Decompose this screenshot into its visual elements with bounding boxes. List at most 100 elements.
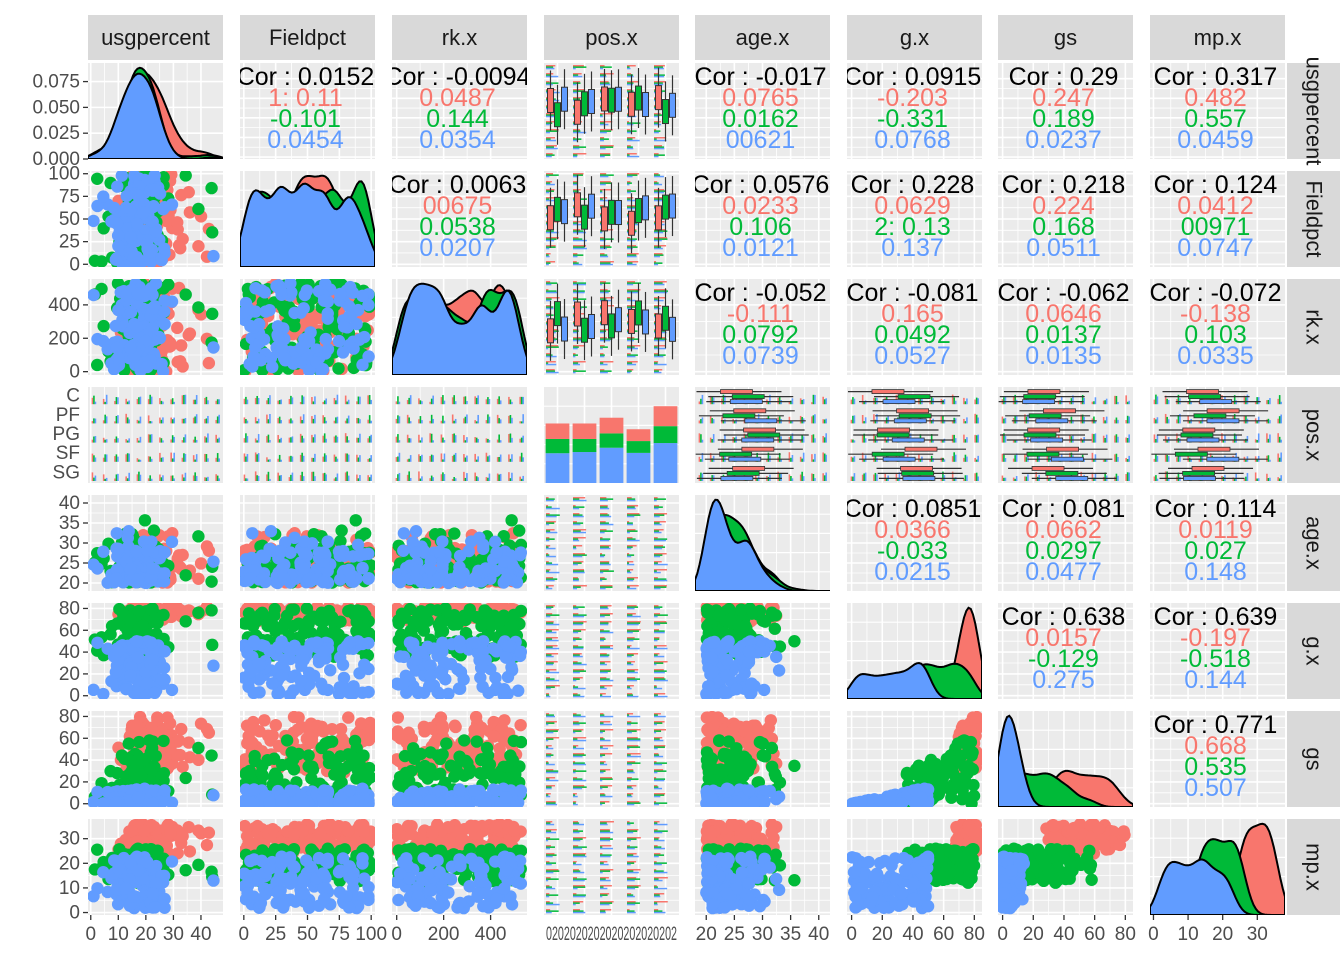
panel-age-x-fieldpct	[240, 495, 375, 591]
histogram-bar	[573, 297, 578, 299]
histogram-bar	[149, 434, 151, 443]
histogram-bar	[654, 514, 665, 516]
histogram-bar	[215, 474, 217, 481]
histogram-bar	[852, 439, 854, 443]
histogram-bar	[546, 514, 560, 516]
histogram-bar	[546, 307, 554, 310]
histogram-bar	[885, 439, 888, 443]
bar-segment	[653, 406, 678, 427]
histogram-bar	[627, 182, 632, 184]
boxplot-box	[1191, 465, 1225, 471]
histogram-bar	[573, 190, 579, 192]
histogram-bar	[1156, 396, 1159, 405]
histogram-bar	[573, 281, 577, 283]
histogram-bar	[573, 67, 576, 70]
histogram-bar	[977, 417, 979, 424]
histogram-bar	[654, 174, 661, 176]
histogram-bar	[627, 137, 636, 139]
histogram-bar	[1254, 439, 1257, 443]
histogram-bar	[712, 434, 715, 443]
histogram-bar	[654, 547, 663, 550]
histogram-bar	[356, 401, 358, 405]
histogram-bar	[499, 440, 502, 443]
group-correlation-label: 0.168	[1032, 213, 1095, 241]
histogram-bar	[546, 199, 560, 202]
histogram-bar	[654, 497, 658, 499]
boxplot-box	[628, 210, 635, 236]
histogram-bar	[654, 515, 660, 518]
histogram-bar	[600, 191, 603, 194]
histogram-bar	[895, 473, 898, 481]
histogram-bar	[256, 440, 258, 443]
histogram-bar	[162, 475, 164, 481]
histogram-bar	[1093, 401, 1095, 405]
histogram-bar	[1269, 459, 1271, 462]
histogram-bar	[91, 439, 94, 443]
histogram-bar	[1060, 396, 1063, 405]
histogram-bar	[546, 74, 551, 76]
scatter-point	[97, 545, 110, 558]
histogram-bar	[1267, 418, 1270, 424]
histogram-bar	[498, 474, 500, 481]
histogram-bar	[654, 146, 665, 148]
histogram-bar	[627, 539, 640, 542]
histogram-bar	[573, 98, 581, 100]
histogram-bar	[918, 453, 920, 462]
histogram-bar	[573, 369, 577, 371]
histogram-bar	[267, 419, 270, 424]
histogram-bar	[627, 563, 635, 566]
histogram-bar	[861, 435, 864, 443]
panel-grid	[1150, 171, 1285, 267]
group-correlation-label: 2: 0.13	[874, 213, 950, 241]
histogram-bar	[1233, 433, 1236, 443]
histogram-bar	[91, 472, 94, 481]
histogram-bar	[864, 438, 867, 443]
histogram-bar	[546, 139, 556, 142]
histogram-bar	[477, 477, 479, 481]
histogram-bar	[546, 545, 551, 547]
histogram-bar	[600, 262, 611, 264]
histogram-bar	[953, 434, 955, 443]
panel-rk-x-rk-x	[392, 279, 527, 375]
histogram-bar	[546, 497, 549, 499]
histogram-bar	[600, 183, 606, 186]
histogram-bar	[218, 458, 220, 462]
scatter-point	[362, 571, 375, 585]
boxplot-box	[719, 451, 753, 457]
scatter-point	[246, 527, 259, 540]
histogram-bar	[346, 436, 348, 443]
panel-content	[1151, 387, 1282, 483]
histogram-bar	[573, 223, 585, 226]
histogram-bar	[511, 401, 513, 405]
histogram-bar	[125, 413, 127, 424]
histogram-bar	[573, 553, 585, 555]
histogram-bar	[654, 513, 668, 515]
histogram-bar	[1200, 421, 1202, 424]
histogram-bar	[218, 414, 220, 424]
histogram-bar	[1164, 395, 1167, 405]
histogram-bar	[951, 394, 954, 405]
group-correlation-label: 0.0768	[874, 126, 950, 154]
scatter-point	[489, 535, 502, 549]
histogram-bar	[799, 415, 802, 424]
histogram-bar	[627, 555, 632, 558]
histogram-bar	[975, 397, 978, 405]
histogram-bar	[573, 81, 581, 83]
boxplot-box	[561, 199, 568, 225]
histogram-bar	[654, 283, 665, 286]
histogram-bar	[299, 475, 302, 481]
histogram-bar	[600, 122, 605, 124]
histogram-bar	[474, 437, 476, 443]
histogram-bar	[464, 477, 467, 481]
histogram-bar	[508, 454, 510, 462]
panel-content	[544, 279, 679, 375]
histogram-bar	[1280, 439, 1282, 443]
histogram-bar	[160, 400, 163, 405]
histogram-bar	[419, 456, 422, 462]
panel-pos-x-mp-x	[1150, 387, 1285, 483]
histogram-bar	[1164, 454, 1167, 462]
histogram-bar	[573, 546, 577, 548]
histogram-bar	[780, 473, 782, 481]
histogram-bar	[314, 434, 316, 443]
histogram-bar	[1001, 475, 1004, 481]
